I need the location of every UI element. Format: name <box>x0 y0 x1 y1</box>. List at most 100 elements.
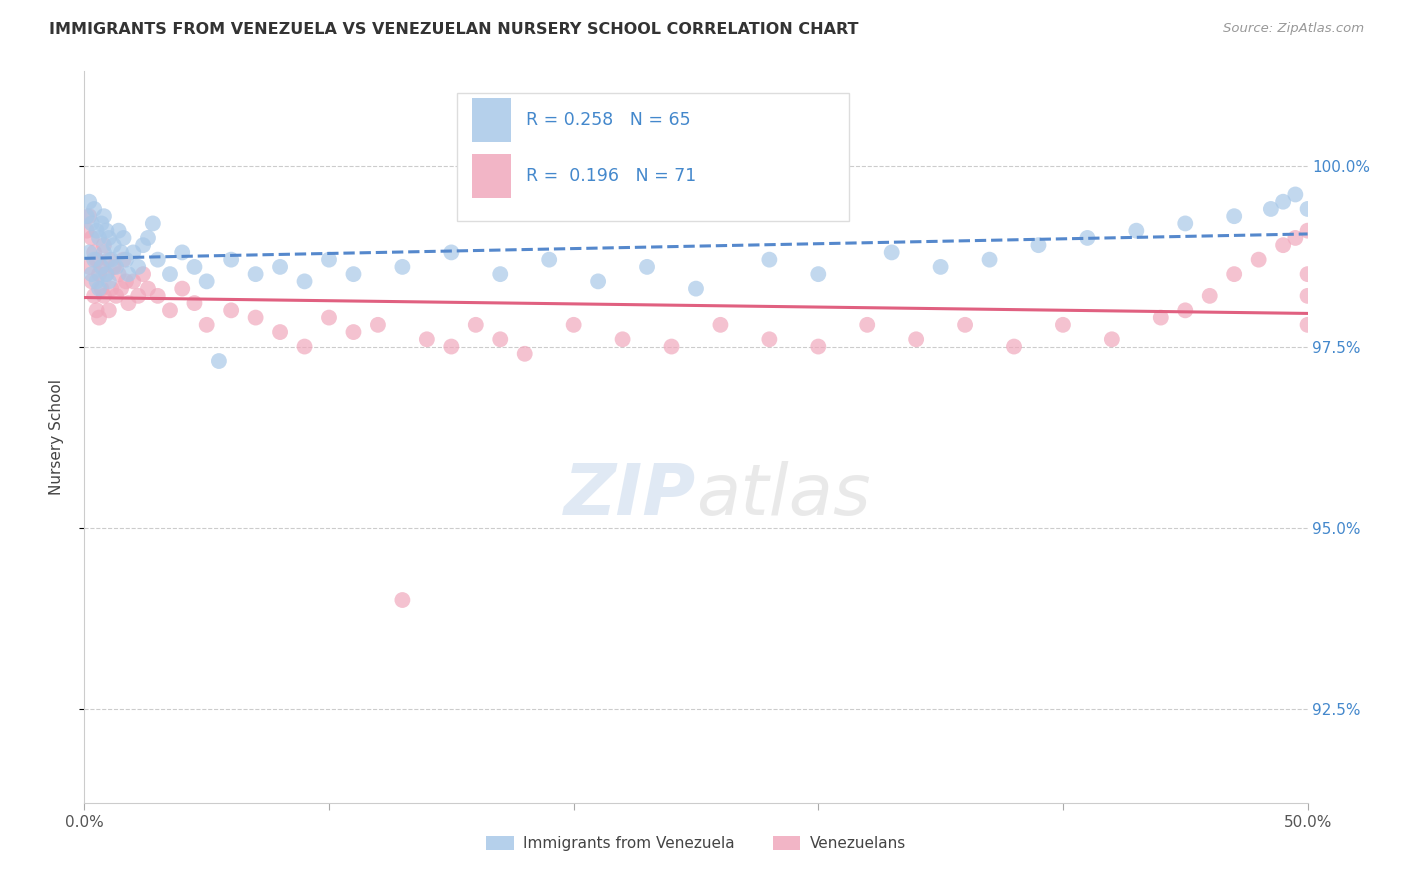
Point <box>83 245 105 260</box>
Point <box>80 231 103 245</box>
Point <box>586 274 609 288</box>
Point <box>77 260 100 274</box>
Point <box>195 274 218 288</box>
Point <box>90 282 112 296</box>
Point <box>1223 267 1246 281</box>
Text: R = 0.258   N = 65: R = 0.258 N = 65 <box>526 111 690 129</box>
Point <box>132 267 155 281</box>
Point <box>1272 194 1295 209</box>
Point <box>112 231 135 245</box>
Point <box>87 310 110 325</box>
Point <box>100 252 122 267</box>
Point <box>93 238 115 252</box>
Point <box>183 296 205 310</box>
Point <box>219 252 242 267</box>
Point <box>136 231 159 245</box>
Point <box>86 303 108 318</box>
Point <box>146 252 169 267</box>
Point <box>110 245 132 260</box>
Point <box>127 260 149 274</box>
Point <box>86 224 108 238</box>
Point <box>1174 303 1197 318</box>
Point <box>1223 209 1246 223</box>
Point <box>100 282 122 296</box>
Point <box>1247 252 1270 267</box>
Point <box>96 224 118 238</box>
Point <box>489 332 512 346</box>
Point <box>87 231 110 245</box>
Point <box>87 267 110 281</box>
Point <box>929 260 952 274</box>
Point <box>953 318 976 332</box>
Point <box>183 260 205 274</box>
Point <box>318 252 340 267</box>
Point <box>1002 340 1025 354</box>
Point <box>880 245 903 260</box>
Point <box>1284 187 1306 202</box>
Point <box>142 216 165 230</box>
Point <box>245 267 267 281</box>
Point <box>90 216 112 230</box>
Point <box>661 340 683 354</box>
Point <box>1296 289 1319 303</box>
Point <box>132 238 155 252</box>
FancyBboxPatch shape <box>472 154 512 198</box>
Point <box>318 310 340 325</box>
Point <box>105 289 128 303</box>
Point <box>93 289 115 303</box>
Point <box>96 267 118 281</box>
Point <box>342 325 364 339</box>
Point <box>93 209 115 223</box>
Point <box>83 252 105 267</box>
Point <box>117 267 139 281</box>
Point <box>127 289 149 303</box>
Point <box>245 310 267 325</box>
Point <box>1150 310 1173 325</box>
Point <box>96 267 118 281</box>
Point <box>538 252 561 267</box>
Point <box>77 209 100 223</box>
Point <box>342 267 364 281</box>
Point <box>80 274 103 288</box>
Point <box>87 282 110 296</box>
Y-axis label: Nursery School: Nursery School <box>49 379 63 495</box>
Text: IMMIGRANTS FROM VENEZUELA VS VENEZUELAN NURSERY SCHOOL CORRELATION CHART: IMMIGRANTS FROM VENEZUELA VS VENEZUELAN … <box>49 22 859 37</box>
FancyBboxPatch shape <box>457 94 849 221</box>
Point <box>97 231 120 245</box>
Point <box>807 267 830 281</box>
Point <box>90 260 112 274</box>
Point <box>86 274 108 288</box>
Point <box>219 303 242 318</box>
Point <box>905 332 928 346</box>
Text: atlas: atlas <box>696 461 870 530</box>
Point <box>195 318 218 332</box>
Point <box>83 202 105 216</box>
Point <box>159 303 181 318</box>
Point <box>1174 216 1197 230</box>
Point <box>103 238 125 252</box>
Point <box>117 296 139 310</box>
Point <box>294 340 316 354</box>
Point <box>1272 238 1295 252</box>
Point <box>1296 267 1319 281</box>
Point <box>1260 202 1282 216</box>
Point <box>440 245 463 260</box>
Text: Source: ZipAtlas.com: Source: ZipAtlas.com <box>1223 22 1364 36</box>
Point <box>159 267 181 281</box>
Point <box>562 318 585 332</box>
Point <box>77 245 100 260</box>
Point <box>612 332 634 346</box>
Text: ZIP: ZIP <box>564 461 696 530</box>
Point <box>489 267 512 281</box>
Point <box>1076 231 1098 245</box>
Point <box>76 209 98 223</box>
Point <box>391 593 413 607</box>
Point <box>97 303 120 318</box>
Point <box>464 318 486 332</box>
Point <box>107 224 129 238</box>
Point <box>107 267 129 281</box>
Point <box>1296 318 1319 332</box>
Point <box>97 252 120 267</box>
Point <box>83 289 105 303</box>
Point <box>103 260 125 274</box>
